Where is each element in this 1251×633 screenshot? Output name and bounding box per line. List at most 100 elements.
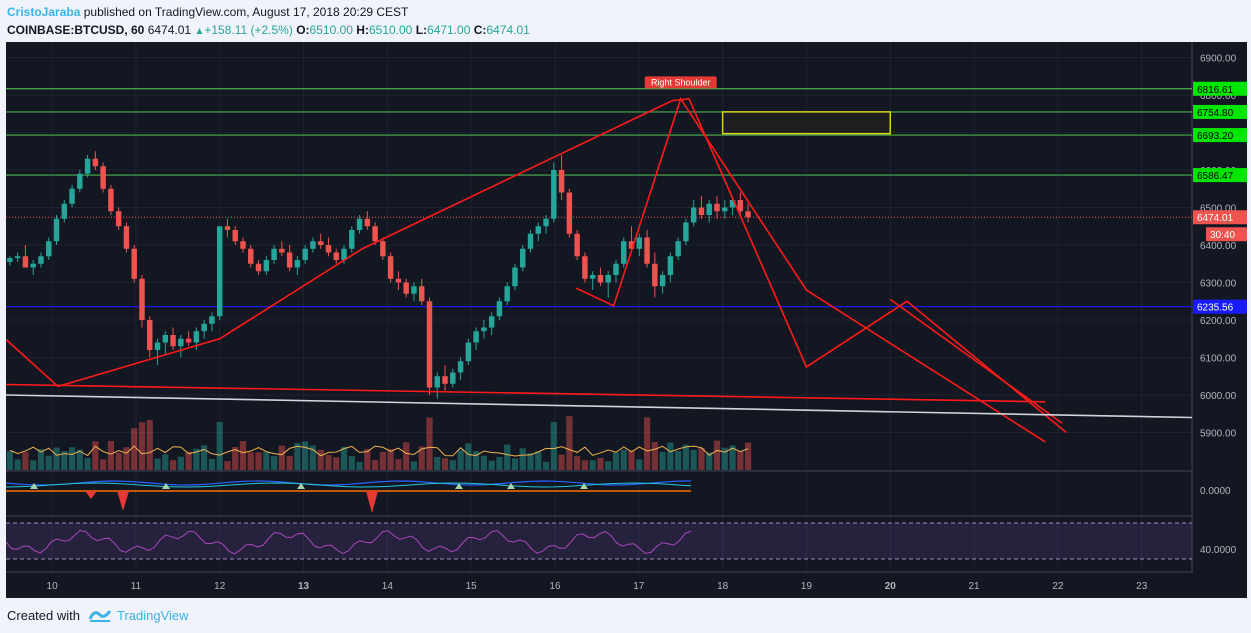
candle-body [551,170,557,219]
candle-body [92,158,99,167]
oscillator-spike [366,491,378,513]
candle-body [403,282,409,294]
candle-body [543,218,549,227]
oscillator-line-1 [6,480,692,486]
created-with-text: Created with [7,608,80,623]
volume-bar [535,451,542,470]
countdown-tag [1206,227,1247,242]
candle-body [84,158,91,174]
last-price-text: 6474.01 [1197,213,1234,224]
candle-body [255,263,262,272]
candle-body [667,256,674,275]
candle-body [115,211,122,227]
countdown-text: 30:40 [1210,230,1235,241]
candle-body [574,233,580,257]
oscillator-signal-marker [580,483,588,489]
volume-bar [480,455,487,470]
volume-bar [542,461,550,470]
volume-bar [107,440,115,470]
candle-body [644,237,650,264]
volume-bar [177,456,184,470]
volume-bar [224,460,231,470]
oscillator-signal-marker [297,483,305,489]
candle-body [240,241,246,249]
price-tick-label: 6500.00 [1200,204,1237,215]
candle-body [154,342,161,350]
volume-bar [68,447,76,470]
volume-bar [441,458,449,470]
volume-bar [410,461,418,470]
volume-bar [403,442,410,470]
price-tick-label: 6800.00 [1200,91,1237,102]
candle-body [465,342,472,362]
volume-bar [729,445,736,470]
candle-body [139,278,145,320]
candle-body [356,218,363,230]
time-tick-label: 13 [298,581,310,592]
time-tick-label: 21 [969,581,981,592]
grid [6,42,1247,598]
volume-bar [154,458,161,470]
time-axis[interactable]: 10 11 12 13 14 15 16 17 18 19 20 21 22 23 [47,581,1148,592]
candles [7,151,751,399]
pattern-lines[interactable] [6,96,1193,443]
volume-bar [193,448,200,470]
level-price-text: 6586.47 [1197,171,1234,182]
price-chart[interactable]: Right Shoulder 6900.006800.006700.006600… [6,42,1247,598]
volume-bar [138,422,146,470]
candle-body [372,226,378,242]
candle-body [216,226,223,317]
candle-body [193,331,200,343]
volume-bar [14,459,21,470]
candle-body [481,327,487,332]
volume-bar [457,450,464,470]
volume-bar [473,451,480,470]
candle-body [77,173,83,189]
volume-bar [270,456,278,470]
candle-body [317,241,324,245]
volume-bar [364,449,371,470]
volume-bars [6,416,752,470]
target-box[interactable]: Right Shoulder [644,76,892,135]
candle-body [341,248,347,260]
volume-bar [558,454,565,470]
volume-bar [667,442,674,470]
volume-bar [356,461,363,470]
volume-bar [605,461,612,470]
candle-body [46,241,52,257]
candle-body [395,278,402,283]
candle-body [722,207,728,212]
candle-body [14,256,21,259]
volume-bar [675,451,682,470]
tradingview-link[interactable]: TradingView [117,608,189,623]
time-tick-label: 19 [801,581,813,592]
candle-body [442,376,448,384]
open-label: O: [296,23,310,37]
candle-body [605,275,611,283]
chart-frame[interactable]: Right Shoulder 6900.006800.006700.006600… [6,42,1247,598]
author-link[interactable]: CristoJaraba [7,5,81,19]
volume-bar [636,459,643,470]
volume-bar [682,444,690,470]
candle-body [737,200,744,212]
oscillator-pane [6,480,692,513]
candle-body [310,241,316,249]
volume-bar [465,443,472,470]
tradingview-logo-icon[interactable] [88,607,112,626]
candle-body [512,267,518,287]
price-axis[interactable]: 6900.006800.006700.006600.006500.006400.… [1193,42,1247,598]
volume-bar [76,449,83,470]
candle-body [38,256,44,264]
volume-bar [146,419,153,470]
volume-bar [309,445,317,470]
volume-bar [255,452,262,470]
candle-body [520,248,526,268]
volume-bar [340,446,348,470]
price-tick-label: 6900.00 [1200,54,1237,65]
candle-body [201,323,207,332]
volume-bar [278,445,285,470]
volume-bar [574,456,581,470]
symbol-line: COINBASE:BTCUSD, 60 6474.01 ▲+158.11 (+2… [7,23,530,37]
candle-body [628,241,635,249]
volume-bar [333,457,340,470]
